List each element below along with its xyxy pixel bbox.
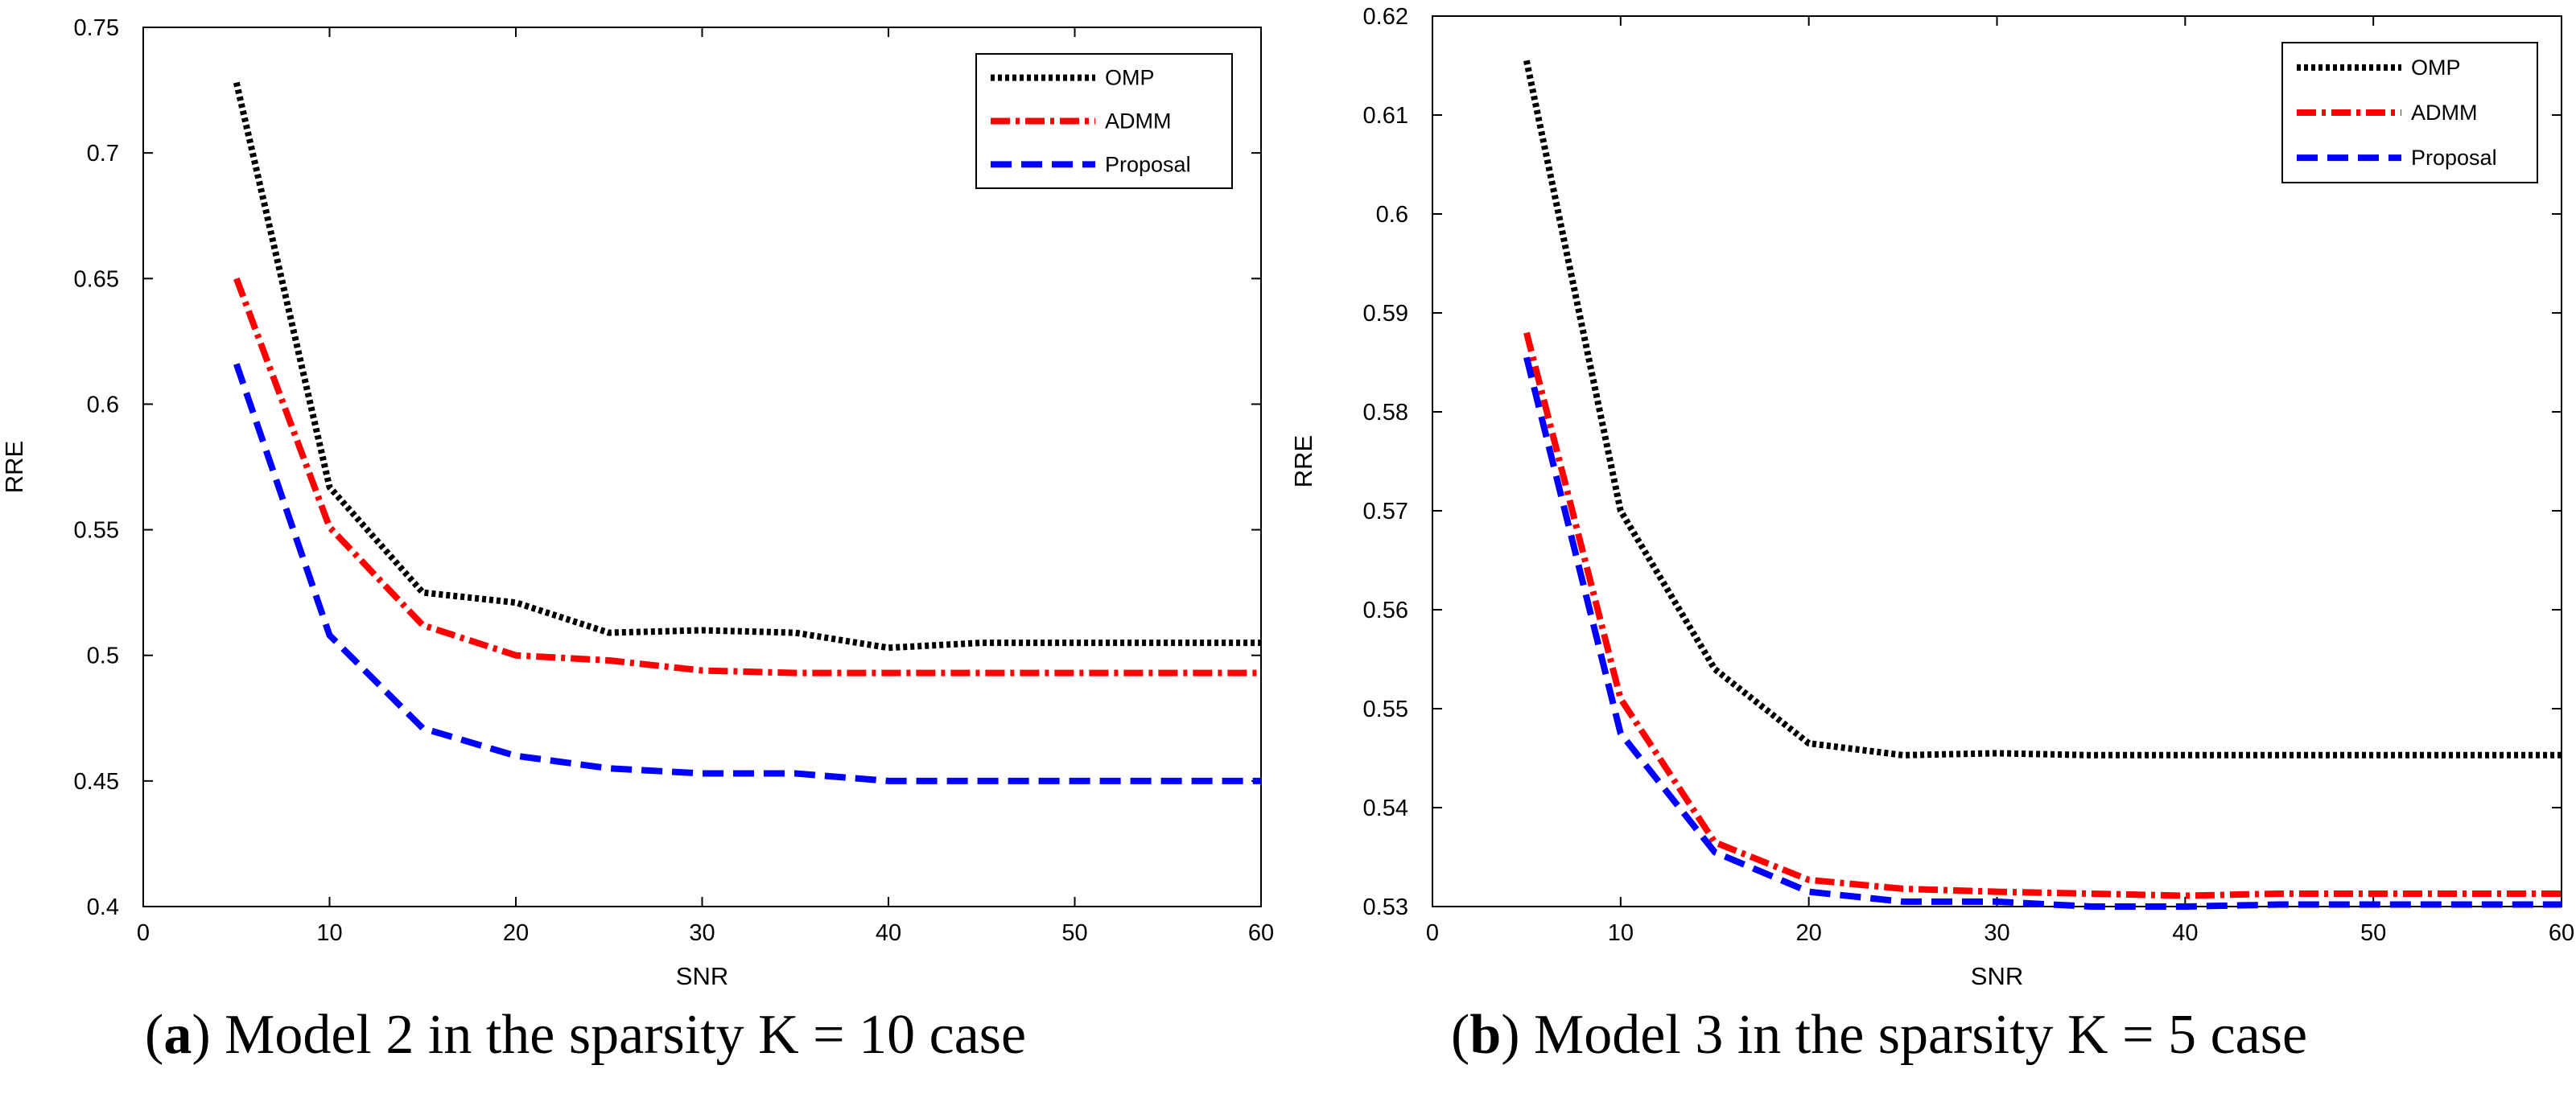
y-tick-label: 0.45 xyxy=(74,769,119,795)
x-tick-label: 50 xyxy=(1061,920,1087,946)
y-tick-label: 0.56 xyxy=(1363,598,1408,623)
y-tick-label: 0.6 xyxy=(1376,202,1408,228)
caption-b: (b) Model 3 in the sparsity K = 5 case xyxy=(1451,1004,2308,1066)
y-tick-label: 0.6 xyxy=(87,392,119,417)
y-tick-label: 0.5 xyxy=(87,644,119,669)
legend-box xyxy=(975,53,1233,189)
x-tick-label: 10 xyxy=(1608,920,1634,946)
legend-box xyxy=(2281,42,2538,183)
y-tick-label: 0.61 xyxy=(1363,103,1408,129)
series-line-proposal xyxy=(1523,356,2562,910)
series-line-omp xyxy=(233,81,1261,652)
legend-label-admm: ADMM xyxy=(2411,101,2478,125)
caption-a-text: ) Model 2 in the sparsity K = 10 case xyxy=(192,1004,1027,1066)
x-tick-label: 0 xyxy=(137,920,150,946)
series-line-omp xyxy=(1523,60,2562,759)
x-tick-label: 10 xyxy=(316,920,342,946)
y-tick-label: 0.53 xyxy=(1363,894,1408,920)
y-tick-label: 0.57 xyxy=(1363,499,1408,524)
series-line-admm xyxy=(1523,331,2562,899)
y-tick-label: 0.55 xyxy=(1363,697,1408,722)
legend-label-proposal: Proposal xyxy=(1105,152,1191,176)
y-tick-label: 0.4 xyxy=(87,894,119,920)
legend-label-admm: ADMM xyxy=(1105,109,1172,134)
y-tick-label: 0.59 xyxy=(1363,301,1408,327)
caption-b-letter: b xyxy=(1469,1004,1502,1066)
y-tick-label: 0.54 xyxy=(1363,796,1408,821)
x-tick-label: 20 xyxy=(503,920,529,946)
y-tick-label: 0.65 xyxy=(74,266,119,292)
series-line-admm xyxy=(233,277,1261,676)
x-tick-label: 40 xyxy=(876,920,901,946)
chart-panel-2: 0 10 20 30 40 50 60 0.53 0.54 0.55 0.56 0.57 0.58 0.5… xyxy=(1289,4,2574,990)
caption-a: (a) Model 2 in the sparsity K = 10 case xyxy=(145,1004,1027,1066)
x-tick-label: 0 xyxy=(1426,920,1439,946)
legend: OMP ADMM Proposal xyxy=(2281,42,2538,183)
x-tick-label: 50 xyxy=(2360,920,2386,946)
chart-panel-1: 0 10 20 30 40 50 60 0.4 0.45 0.5 0.55 0.6 0.65 0.7 0.7… xyxy=(0,15,1274,990)
x-tick-label: 60 xyxy=(1248,920,1274,946)
y-tick-label: 0.75 xyxy=(74,15,119,41)
y-tick-label: 0.55 xyxy=(74,518,119,544)
y-tick-label: 0.58 xyxy=(1363,400,1408,426)
x-tick-label: 30 xyxy=(689,920,715,946)
x-tick-label: 60 xyxy=(2549,920,2574,946)
series-line-proposal xyxy=(233,363,1261,784)
y-axis-label: RRE xyxy=(1289,435,1317,487)
caption-a-letter: a xyxy=(163,1004,192,1066)
x-tick-label: 40 xyxy=(2172,920,2198,946)
x-tick-label: 30 xyxy=(1984,920,2009,946)
y-tick-label: 0.7 xyxy=(87,141,119,167)
legend-label-omp: OMP xyxy=(1105,66,1155,90)
legend-label-proposal: Proposal xyxy=(2411,146,2497,170)
legend: OMP ADMM Proposal xyxy=(975,53,1233,189)
x-tick-label: 20 xyxy=(1796,920,1822,946)
y-axis-label: RRE xyxy=(0,441,28,493)
x-axis-label: SNR xyxy=(676,962,728,990)
legend-label-omp: OMP xyxy=(2411,56,2461,80)
caption-b-text: ) Model 3 in the sparsity K = 5 case xyxy=(1501,1004,2308,1066)
y-tick-label: 0.62 xyxy=(1363,4,1408,30)
x-axis-label: SNR xyxy=(1971,962,2023,990)
